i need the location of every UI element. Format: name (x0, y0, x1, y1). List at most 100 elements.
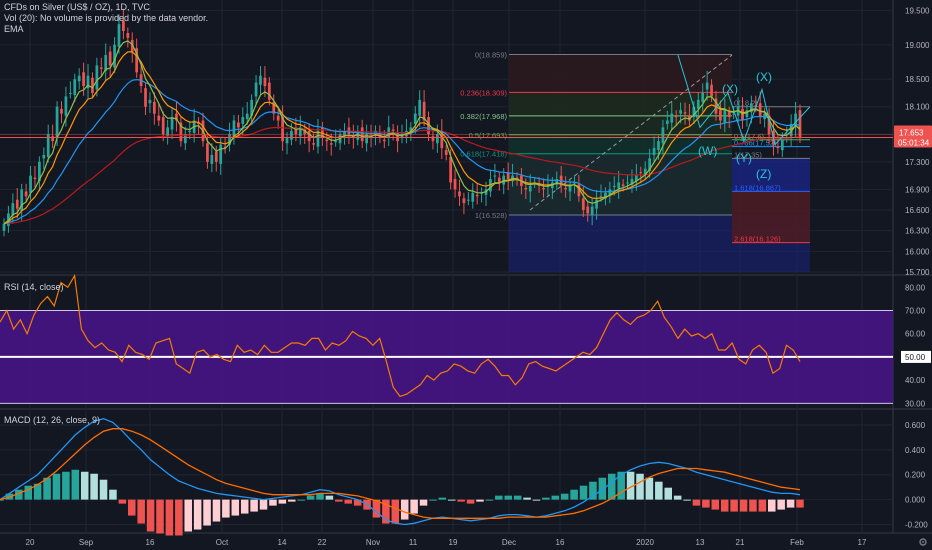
rsi-pane[interactable] (0, 273, 893, 404)
macd-histogram-bar (288, 499, 296, 502)
macd-histogram-bar (382, 499, 390, 524)
macd-histogram-bar (222, 499, 230, 518)
candle-body (524, 187, 528, 190)
candle-body (449, 157, 453, 183)
candle-body (391, 129, 395, 131)
candle-body (626, 182, 629, 184)
rsi-tick-label: 70.00 (905, 307, 926, 316)
price-tick-label: 16.600 (905, 206, 930, 215)
symbol-title: CFDs on Silver (US$ / OZ), 1D, TVC (4, 2, 150, 12)
candle-body (298, 127, 302, 137)
candle-body (462, 198, 466, 204)
macd-histogram-bar (15, 489, 23, 500)
candle-body (259, 75, 262, 85)
candle-body (577, 184, 581, 197)
candle-body (665, 120, 669, 124)
candle-body (312, 143, 315, 145)
macd-histogram-bar (655, 481, 663, 500)
candle-body (42, 154, 46, 159)
macd-histogram-bar (758, 499, 767, 512)
fib-zone (509, 134, 732, 154)
macd-histogram-bar (156, 499, 164, 534)
candle-body (466, 199, 470, 201)
wave-label: (X) (756, 70, 772, 84)
macd-tick-label: 0.200 (905, 471, 926, 480)
macd-histogram-bar (692, 499, 701, 506)
candle-body (33, 177, 37, 180)
candle-body (409, 127, 413, 133)
candle-body (329, 143, 333, 145)
candle-body (493, 175, 497, 177)
fib-zone (509, 54, 732, 93)
candle-body (573, 182, 576, 184)
time-tick-label: 22 (318, 538, 327, 547)
wave-label: (Z) (756, 167, 771, 181)
candle-body (135, 48, 139, 73)
macd-histogram-bar (231, 499, 240, 516)
macd-histogram-bar (0, 499, 4, 501)
macd-pane[interactable] (0, 418, 804, 536)
candle-body (148, 99, 152, 104)
fib-level-label: 0.5(17.693) (469, 131, 508, 140)
candle-body (612, 185, 616, 187)
macd-histogram-bar (702, 499, 710, 508)
macd-histogram-bar (768, 499, 776, 512)
candle-body (692, 106, 696, 118)
macd-tick-label: 0.600 (905, 421, 926, 430)
wave-label: (X) (722, 82, 738, 96)
candle-body (307, 130, 311, 142)
candle-body (471, 192, 475, 202)
rsi-badge (901, 350, 931, 363)
gear-icon[interactable] (918, 537, 928, 547)
macd-histogram-bar (749, 499, 757, 512)
fib-level-label: 0(18.859) (475, 50, 508, 59)
candle-body (117, 24, 121, 47)
macd-histogram-bar (118, 499, 127, 504)
macd-histogram-bar (353, 499, 362, 506)
macd-histogram-bar (513, 495, 522, 500)
wave-label: (Y) (736, 151, 752, 165)
macd-histogram-bar (297, 499, 305, 501)
fib-level-label: 0.618(17.418) (460, 150, 507, 159)
candle-body (400, 134, 404, 138)
candle-body (727, 112, 731, 118)
macd-legend: MACD (12, 26, close, 9) (4, 415, 100, 426)
macd-histogram-bar (344, 499, 352, 504)
macd-histogram-bar (532, 499, 541, 501)
macd-histogram-bar (570, 489, 578, 500)
time-tick-label: 19 (449, 538, 458, 547)
candle-body (542, 187, 545, 190)
time-tick-label: 2020 (636, 538, 654, 547)
candle-body (15, 199, 19, 209)
time-tick-label: Sep (79, 538, 94, 547)
candle-body (608, 189, 612, 195)
macd-histogram-bar (146, 499, 155, 532)
macd-histogram-bar (193, 499, 202, 530)
time-axis[interactable]: 20 Sep 16 Oct 14 22 Nov 11 19 Dec 16 2020 13 21 Feb 17 (26, 538, 867, 547)
candle-body (630, 179, 634, 185)
macd-histogram-bar (636, 473, 644, 500)
candle-body (440, 130, 444, 149)
rsi-tick-label: 40.00 (905, 376, 926, 385)
candle-body (621, 184, 625, 186)
price-pane[interactable]: 0(18.859) 0.236(18.309) 0.382(17.968) 0.5(1… (0, 8, 893, 272)
macd-histogram-bar (777, 499, 785, 510)
time-tick-label: Feb (790, 538, 804, 547)
price-axis[interactable]: 19.50019.00018.50018.10017.70017.30016.9… (894, 6, 932, 530)
price-tick-label: 19.000 (905, 41, 930, 50)
last-price-text: 17.653 (899, 129, 924, 138)
macd-histogram-bar (109, 489, 117, 500)
price-tick-label: 15.700 (905, 268, 930, 277)
price-tick-label: 16.000 (905, 247, 930, 256)
candle-body (197, 122, 200, 124)
macd-histogram-bar (80, 471, 89, 500)
time-tick-label: 21 (736, 538, 745, 547)
candle-body (413, 113, 417, 124)
candle-body (418, 99, 422, 116)
macd-histogram-bar (720, 499, 729, 512)
fib-ext-label: 0.5(17.6) (734, 132, 765, 141)
candle-body (758, 103, 762, 118)
candle-body (321, 127, 324, 138)
price-tick-label: 16.900 (905, 185, 930, 194)
candle-body (55, 106, 59, 138)
